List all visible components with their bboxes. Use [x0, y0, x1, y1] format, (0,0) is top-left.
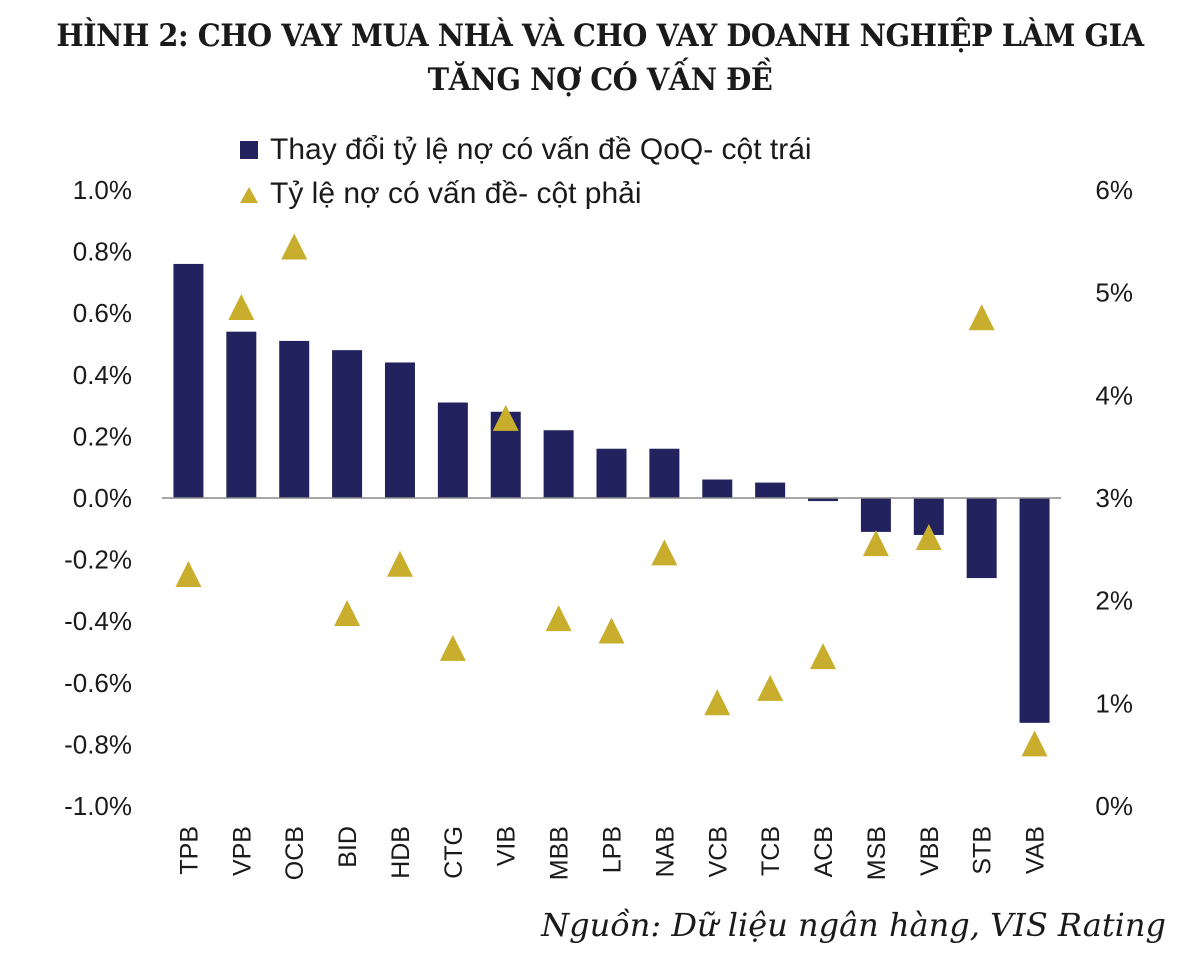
left-tick-label: -0.6% — [64, 668, 132, 698]
left-tick-label: 0.4% — [73, 360, 132, 390]
category-label: BID — [334, 826, 362, 868]
left-tick-label: -1.0% — [64, 791, 132, 821]
bar-vpb — [226, 331, 257, 498]
bar-vab — [1019, 498, 1050, 723]
legend-triangle-icon — [240, 187, 258, 203]
right-tick-label: 6% — [1095, 175, 1133, 205]
bar-hdb — [384, 362, 415, 498]
category-label: TCB — [757, 826, 785, 876]
marker-vpb — [228, 294, 255, 321]
left-tick-label: -0.4% — [64, 606, 132, 636]
bar-tcb — [755, 482, 786, 498]
left-tick-label: 0.2% — [73, 421, 132, 451]
right-tick-label: 0% — [1095, 791, 1133, 821]
legend-item-triangle-series: Tỷ lệ nợ có vấn đề- cột phải — [240, 172, 812, 216]
left-tick-label: 0.8% — [73, 237, 132, 267]
bar-mbb — [543, 430, 574, 498]
bar-nab — [649, 448, 680, 498]
left-axis: 1.0% 0.8% 0.6% 0.4% 0.2% 0.0% -0.2% -0.4% -0.6% -… — [64, 175, 132, 821]
legend-label-bar-series: Thay đổi tỷ lệ nợ có vấn đề QoQ- cột trá… — [270, 133, 812, 166]
bar-stb — [966, 498, 997, 579]
category-label: TPB — [175, 826, 203, 875]
marker-msb — [862, 530, 889, 557]
chart-title-line-1: HÌNH 2: CHO VAY MUA NHÀ VÀ CHO VAY DOANH… — [56, 18, 1144, 54]
left-tick-label: 0.0% — [73, 483, 132, 513]
marker-stb — [968, 304, 995, 331]
category-label: VPB — [228, 826, 256, 876]
marker-tpb — [175, 560, 202, 587]
bar-msb — [860, 498, 891, 532]
marker-hdb — [386, 550, 413, 577]
bar-acb — [808, 498, 839, 502]
right-tick-label: 4% — [1095, 380, 1133, 410]
chart-title-line-2: TĂNG NỢ CÓ VẤN ĐỀ — [427, 62, 773, 98]
bar-bid — [332, 350, 363, 498]
bar-ctg — [437, 402, 468, 498]
category-label: STB — [969, 826, 997, 875]
marker-ocb — [281, 233, 308, 260]
right-tick-label: 5% — [1095, 278, 1133, 308]
marker-lpb — [598, 617, 625, 644]
chart-title: HÌNH 2: CHO VAY MUA NHÀ VÀ CHO VAY DOANH… — [42, 14, 1158, 102]
right-axis: 6% 5% 4% 3% 2% 1% 0% — [1095, 175, 1133, 821]
right-tick-label: 1% — [1095, 688, 1133, 718]
legend-square-icon — [240, 141, 258, 159]
right-tick-label: 3% — [1095, 483, 1133, 513]
marker-vbb — [915, 524, 942, 551]
category-label: MBB — [546, 826, 574, 880]
category-label: VAB — [1022, 826, 1050, 874]
left-tick-label: 1.0% — [73, 175, 132, 205]
x-axis: TPB VPB OCB BID HDB CTG VIB MBB LPB NAB VCB TCB ACB M… — [175, 826, 1049, 880]
category-label: VCB — [704, 826, 732, 877]
marker-nab — [651, 539, 678, 566]
category-label: OCB — [281, 826, 309, 880]
marker-bid — [334, 599, 361, 626]
category-label: VIB — [493, 826, 521, 866]
bar-ocb — [279, 340, 310, 498]
marker-mbb — [545, 605, 572, 632]
legend-label-triangle-series: Tỷ lệ nợ có vấn đề- cột phải — [270, 177, 642, 210]
marker-tcb — [757, 674, 784, 701]
bar-vcb — [702, 479, 733, 498]
legend-item-bar-series: Thay đổi tỷ lệ nợ có vấn đề QoQ- cột trá… — [240, 128, 812, 172]
marker-vib — [492, 404, 519, 431]
bar-lpb — [596, 448, 627, 498]
marker-vab — [1021, 730, 1048, 757]
triangle-series — [175, 233, 1048, 757]
left-tick-label: -0.8% — [64, 729, 132, 759]
bar-series — [173, 263, 1050, 723]
legend: Thay đổi tỷ lệ nợ có vấn đề QoQ- cột trá… — [240, 128, 812, 216]
right-tick-label: 2% — [1095, 586, 1133, 616]
bar-tpb — [173, 263, 204, 498]
left-tick-label: 0.6% — [73, 298, 132, 328]
marker-ctg — [439, 634, 466, 661]
category-label: CTG — [440, 826, 468, 879]
category-label: HDB — [387, 826, 415, 879]
marker-vcb — [704, 689, 731, 716]
category-label: VBB — [916, 826, 944, 876]
left-tick-label: -0.2% — [64, 545, 132, 575]
marker-acb — [810, 643, 837, 670]
category-label: NAB — [651, 826, 679, 877]
category-label: ACB — [810, 826, 838, 877]
category-label: MSB — [863, 826, 891, 880]
source-note: Nguồn: Dữ liệu ngân hàng, VIS Rating — [541, 906, 1166, 944]
category-label: LPB — [599, 826, 627, 873]
